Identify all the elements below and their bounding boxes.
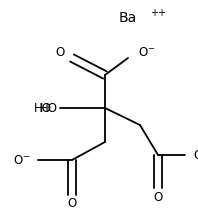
Text: OH: OH [193,148,198,162]
Text: Ba: Ba [119,11,137,25]
Text: O$^{-}$: O$^{-}$ [138,46,155,58]
Text: O: O [153,191,163,203]
Text: O: O [55,46,65,58]
Text: O: O [67,196,77,209]
Text: HO: HO [40,102,58,114]
Text: O$^{-}$: O$^{-}$ [13,153,30,167]
Text: HO: HO [34,102,52,114]
Text: ++: ++ [150,8,166,18]
